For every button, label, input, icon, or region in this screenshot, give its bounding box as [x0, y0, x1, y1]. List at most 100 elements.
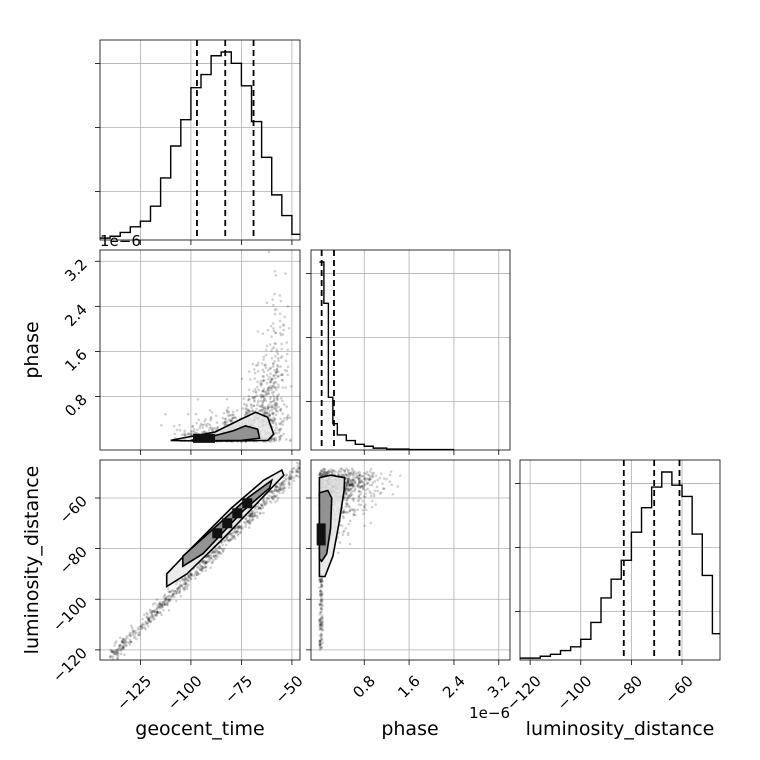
sample-point — [282, 479, 286, 483]
sample-point — [318, 619, 321, 623]
sample-point — [278, 482, 282, 486]
sample-point — [266, 389, 269, 392]
sample-point — [268, 386, 271, 390]
sample-point — [151, 610, 155, 613]
sample-point — [125, 636, 129, 640]
sample-point — [275, 395, 279, 399]
xtick-label-phase-1: 1.6 — [394, 672, 424, 702]
xtick-label-geocent_time-2: −75 — [221, 672, 256, 707]
sample-point — [244, 517, 248, 520]
sample-point — [140, 623, 144, 627]
sample-point — [202, 566, 206, 570]
sample-point — [321, 628, 325, 632]
text-layer: −125 −100 −75 −50 0.8 1.6 2.4 3.2−120 −100 −80 −60… — [21, 232, 714, 740]
sample-point — [111, 657, 115, 660]
sample-point — [172, 595, 176, 598]
sample-point — [380, 472, 383, 476]
sample-point — [138, 627, 142, 631]
ytick-label-luminosity_distance-2: −80 — [56, 543, 91, 578]
sample-point — [353, 479, 356, 482]
sample-point — [166, 603, 169, 607]
sample-point — [217, 552, 220, 555]
sample-point — [369, 477, 372, 481]
sample-point — [376, 489, 379, 493]
sample-point — [223, 420, 227, 424]
sample-point — [251, 518, 255, 522]
sample-point — [260, 504, 264, 508]
sample-point — [290, 475, 293, 478]
sample-point — [187, 575, 190, 579]
sample-point — [349, 478, 352, 481]
sample-point — [319, 589, 323, 592]
sample-point — [202, 423, 206, 426]
sample-point — [254, 395, 257, 398]
sample-point — [245, 412, 249, 415]
sample-point — [115, 653, 118, 657]
sample-point — [337, 469, 341, 473]
sample-point — [351, 473, 354, 477]
sample-point — [340, 524, 344, 528]
sample-point — [204, 561, 207, 565]
sample-point — [271, 391, 274, 394]
sample-point — [348, 483, 351, 487]
yaxis-label-phase: phase — [21, 321, 43, 378]
sample-point — [160, 613, 163, 617]
sample-point — [249, 410, 252, 413]
sample-point — [358, 473, 362, 477]
sample-point — [275, 403, 278, 406]
sample-point — [318, 592, 322, 596]
sample-point — [346, 479, 350, 483]
sample-point — [364, 479, 368, 482]
sample-point — [191, 425, 194, 429]
sample-point — [207, 555, 211, 558]
sample-point — [362, 505, 366, 508]
sample-point — [259, 379, 263, 383]
sample-point — [155, 613, 158, 616]
sample-point — [209, 416, 213, 419]
sample-point — [292, 476, 296, 479]
density-block — [316, 523, 326, 546]
sample-point — [167, 597, 170, 601]
sample-point — [360, 484, 364, 488]
sample-point — [263, 410, 266, 413]
sample-point — [251, 409, 254, 413]
sample-point — [343, 496, 347, 499]
sample-point — [166, 601, 169, 604]
sample-point — [121, 641, 125, 645]
sample-point — [291, 470, 295, 474]
sample-point — [352, 489, 355, 493]
sample-point — [368, 470, 372, 473]
sample-point — [200, 570, 204, 573]
sample-point — [201, 559, 205, 563]
sample-point — [320, 603, 324, 607]
sample-point — [280, 373, 284, 376]
sample-point — [178, 591, 182, 594]
sample-point — [338, 541, 342, 544]
sample-point — [211, 561, 214, 564]
sample-point — [215, 421, 219, 424]
marks-layer — [100, 40, 720, 660]
sample-point — [276, 375, 280, 378]
sample-point — [275, 484, 278, 488]
sample-point — [175, 587, 179, 590]
sample-point — [272, 303, 275, 307]
sample-point — [349, 508, 353, 511]
sample-point — [289, 438, 292, 442]
sample-point — [370, 475, 374, 478]
sample-point — [364, 472, 368, 476]
sample-point — [184, 433, 188, 437]
sample-point — [346, 469, 350, 473]
sample-point — [356, 476, 360, 480]
sample-point — [208, 409, 212, 412]
sample-point — [183, 587, 187, 591]
sample-point — [115, 650, 119, 654]
sample-point — [350, 482, 354, 485]
sample-point — [270, 491, 274, 495]
sample-point — [344, 483, 348, 487]
sample-point — [236, 527, 240, 530]
sample-point — [347, 489, 351, 492]
sample-point — [155, 610, 159, 614]
sample-point — [320, 645, 323, 649]
sample-point — [176, 587, 180, 590]
sample-point — [277, 385, 280, 389]
